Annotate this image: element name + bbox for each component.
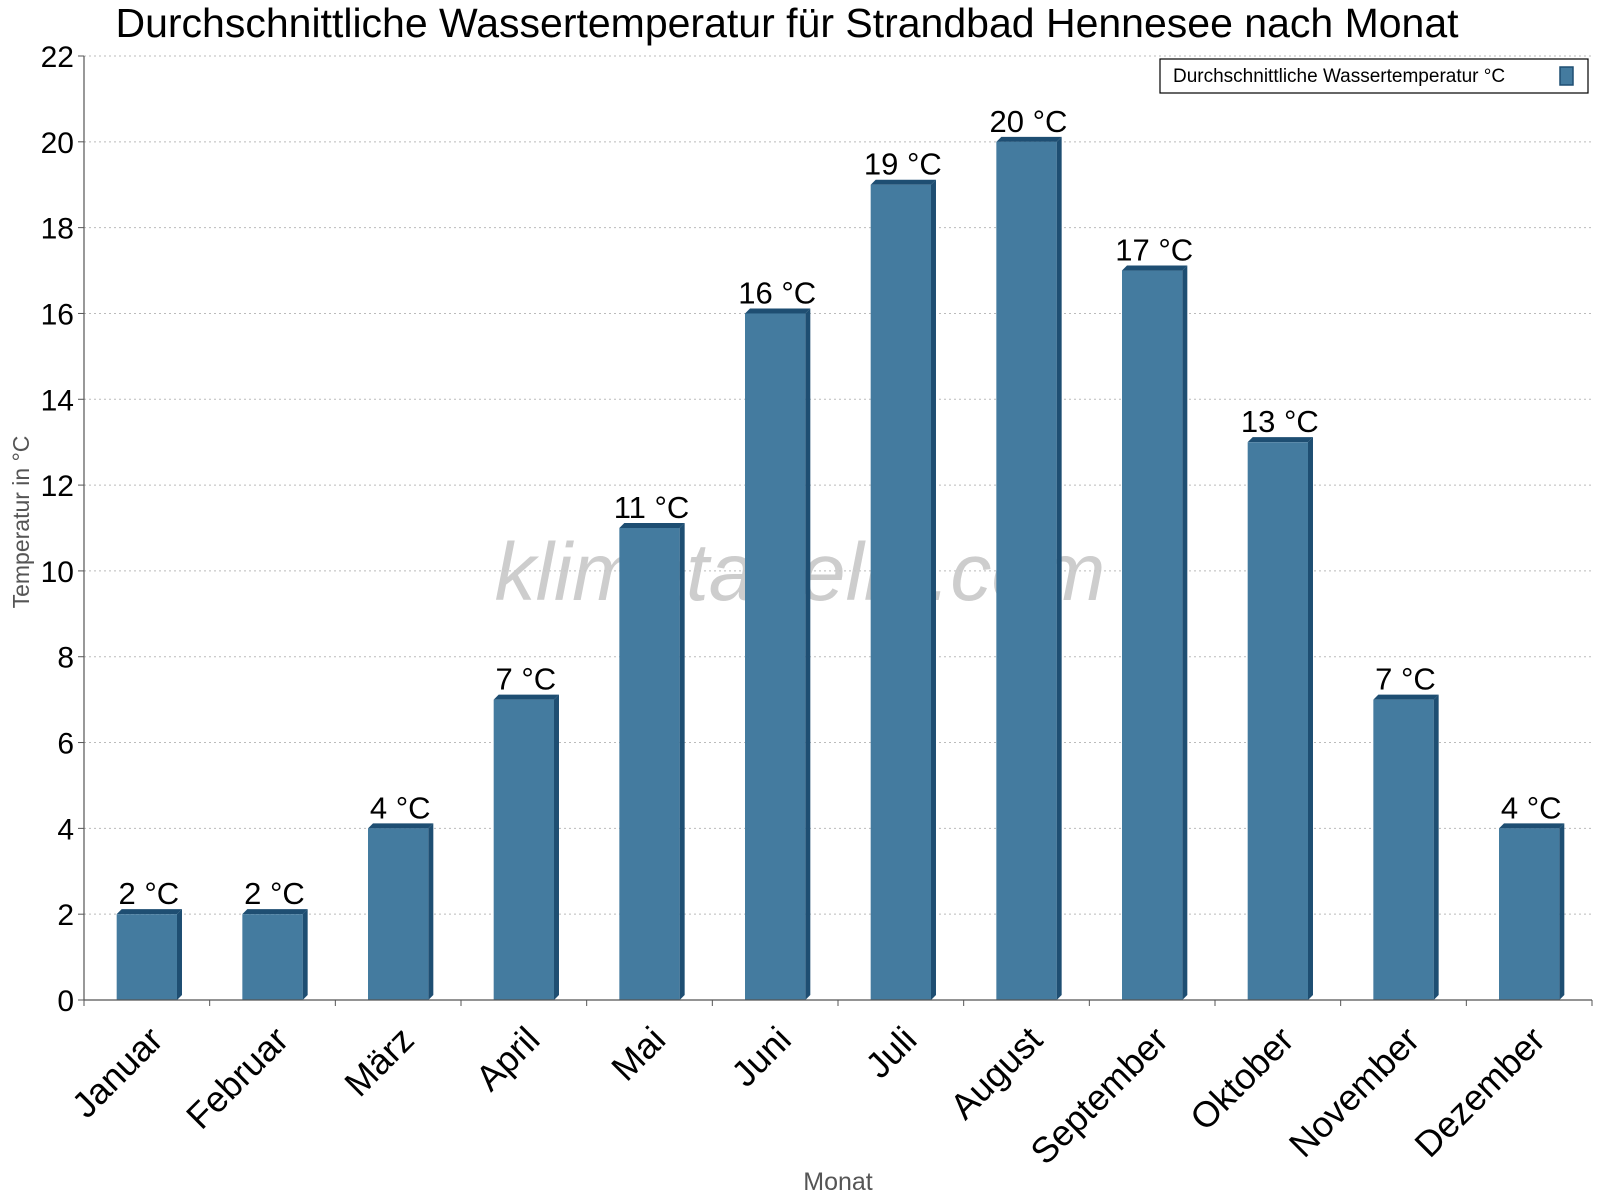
bar-top xyxy=(1373,694,1439,700)
bar xyxy=(1373,699,1434,1000)
bar-side xyxy=(1559,823,1565,1000)
data-label: 7 °C xyxy=(1375,662,1436,697)
bar-side xyxy=(1056,136,1062,1000)
bar xyxy=(116,914,177,1000)
x-axis-title: Monat xyxy=(803,1168,873,1196)
y-tick-label: 4 xyxy=(57,813,74,846)
bar-top xyxy=(493,694,559,700)
bar xyxy=(870,184,931,1000)
bar-top xyxy=(745,308,811,314)
data-label: 11 °C xyxy=(614,490,690,525)
data-label: 16 °C xyxy=(738,275,816,310)
bar-top xyxy=(870,179,936,185)
y-axis-title: Temperatur in °C xyxy=(8,436,34,609)
bar xyxy=(1247,442,1308,1000)
bar-side xyxy=(1307,437,1313,1000)
bar-top xyxy=(368,823,434,829)
bar-top xyxy=(1499,823,1565,829)
y-tick-label: 12 xyxy=(41,470,74,503)
bar-side xyxy=(930,179,936,1000)
data-labels: 2 °C 2 °C 4 °C 7 °C 11 °C 16 °C 19 °C 20 °C 17 °… xyxy=(119,104,1562,911)
bar xyxy=(1122,270,1183,1001)
bar xyxy=(745,313,806,1000)
chart-title: Durchschnittliche Wassertemperatur für S… xyxy=(115,0,1459,46)
bar xyxy=(242,914,303,1000)
data-label: 2 °C xyxy=(244,876,305,911)
bar-side xyxy=(302,909,308,1000)
bar-side xyxy=(428,823,434,1000)
bar-top xyxy=(242,909,308,915)
legend: Durchschnittliche Wassertemperatur °C xyxy=(1159,58,1589,94)
y-tick-label: 16 xyxy=(41,298,74,331)
bar xyxy=(1499,828,1560,1000)
legend-label: Durchschnittliche Wassertemperatur °C xyxy=(1173,66,1505,87)
y-tick-label: 20 xyxy=(41,127,74,160)
y-tick-label: 8 xyxy=(57,642,74,675)
bar-top xyxy=(996,136,1062,142)
bar-side xyxy=(176,909,182,1000)
bar-top xyxy=(1122,265,1188,271)
y-tick-label: 0 xyxy=(57,985,74,1018)
bar-top xyxy=(1247,437,1313,443)
data-label: 4 °C xyxy=(1501,790,1562,825)
data-label: 4 °C xyxy=(370,790,431,825)
data-label: 17 °C xyxy=(1115,233,1193,268)
data-label: 13 °C xyxy=(1241,404,1319,439)
bar xyxy=(493,699,554,1000)
data-label: 20 °C xyxy=(990,104,1068,139)
y-tick-label: 18 xyxy=(41,213,74,246)
data-label: 2 °C xyxy=(119,876,180,911)
bar xyxy=(619,528,680,1000)
bar xyxy=(996,141,1057,1000)
y-tick-label: 2 xyxy=(57,899,74,932)
bar-top xyxy=(619,523,685,528)
bar-side xyxy=(1433,694,1439,1000)
y-tick-label: 14 xyxy=(41,384,74,417)
bar-side xyxy=(679,523,685,1000)
bar-side xyxy=(1182,265,1188,1001)
bar-side xyxy=(805,308,811,1000)
legend-box xyxy=(1159,58,1589,94)
data-label: 7 °C xyxy=(496,662,557,697)
legend-swatch xyxy=(1559,66,1574,86)
bar-top xyxy=(116,909,182,915)
y-tick-label: 10 xyxy=(41,556,74,589)
grid xyxy=(84,55,1592,915)
bar-side xyxy=(553,694,559,1000)
bar xyxy=(368,828,429,1000)
data-label: 19 °C xyxy=(864,147,942,182)
y-tick-label: 6 xyxy=(57,728,74,761)
bars xyxy=(116,136,1565,1001)
y-tick-label: 22 xyxy=(41,41,74,74)
